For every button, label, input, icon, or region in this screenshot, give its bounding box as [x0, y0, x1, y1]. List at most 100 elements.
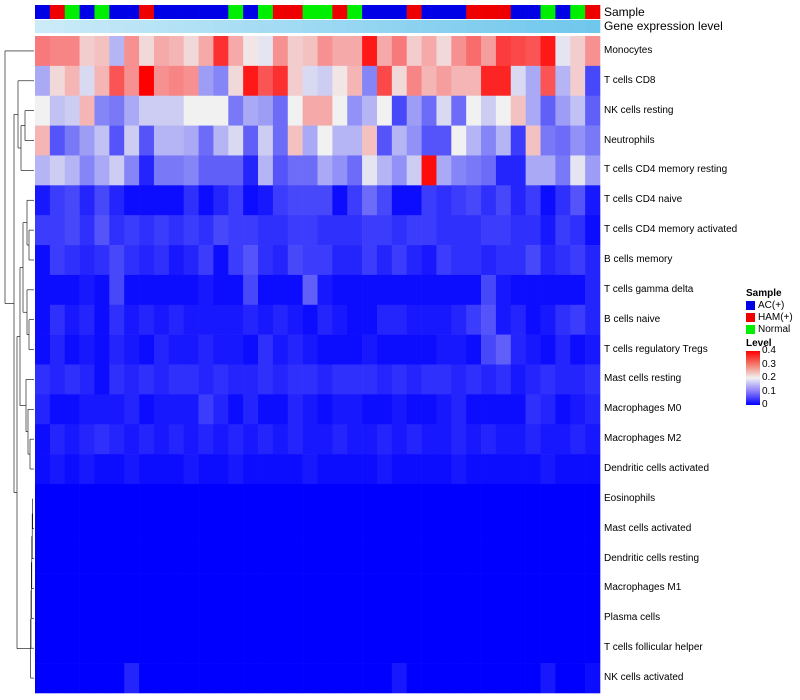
heatmap-cell: [466, 543, 482, 574]
heatmap-cell: [510, 155, 526, 186]
heatmap-cell: [317, 603, 333, 634]
heatmap-cell: [347, 633, 363, 664]
heatmap-cell: [258, 215, 274, 246]
heatmap-cell: [510, 304, 526, 335]
heatmap-cell: [49, 36, 66, 67]
heatmap-cell: [168, 513, 184, 544]
heatmap-cell: [466, 603, 482, 634]
heatmap-cell: [213, 95, 229, 126]
sample-anno-cell: [153, 5, 170, 19]
heatmap-cell: [124, 155, 140, 186]
heatmap-cell: [525, 185, 541, 216]
heatmap-cell: [555, 424, 571, 455]
sample-anno-cell: [168, 5, 184, 19]
heatmap-cell: [406, 36, 422, 67]
sample-anno-cell: [347, 5, 363, 19]
sample-anno-cell: [495, 5, 512, 19]
heatmap-cell: [213, 185, 229, 216]
heatmap-cell: [49, 185, 66, 216]
heatmap-cell: [94, 364, 110, 395]
heatmap-cell: [510, 633, 526, 664]
heatmap-cell: [287, 633, 303, 664]
heatmap-cell: [168, 65, 184, 97]
heatmap-cell: [287, 65, 303, 97]
heatmap-cell: [243, 424, 259, 455]
heatmap-cell: [124, 543, 140, 574]
heatmap-cell: [525, 155, 541, 186]
heatmap-cell: [525, 603, 541, 634]
heatmap-cell: [153, 245, 170, 276]
heatmap-cell: [228, 125, 244, 156]
heatmap-cell: [451, 155, 467, 186]
heatmap-cell: [287, 603, 303, 634]
heatmap-cell: [213, 424, 229, 455]
heatmap-cell: [481, 483, 497, 515]
heatmap-cell: [481, 543, 497, 574]
sample-anno-cell: [35, 5, 51, 19]
heatmap-cell: [258, 155, 274, 186]
heatmap-cell: [109, 424, 125, 455]
heatmap-cell: [168, 215, 184, 246]
heatmap-cell: [510, 245, 526, 276]
heatmap-cell: [79, 633, 95, 664]
heatmap-cell: [481, 215, 497, 246]
heatmap-cell: [585, 274, 601, 306]
heatmap-cell: [302, 155, 318, 186]
heatmap-cell: [332, 663, 348, 694]
heatmap-cell: [168, 334, 184, 365]
heatmap-cell: [451, 573, 467, 604]
heatmap-cell: [109, 155, 125, 186]
heatmap-cell: [183, 274, 199, 306]
sample-anno-cell: [228, 5, 244, 19]
heatmap-cell: [183, 364, 199, 395]
heatmap-cell: [421, 424, 437, 455]
expr-anno-cell: [228, 20, 244, 33]
heatmap-cell: [317, 394, 333, 425]
heatmap-cell: [585, 424, 601, 455]
heatmap-cell: [451, 95, 467, 126]
heatmap-cell: [243, 364, 259, 395]
heatmap-cell: [495, 364, 512, 395]
heatmap-cell: [481, 185, 497, 216]
heatmap-cell: [198, 274, 214, 306]
heatmap-cell: [525, 543, 541, 574]
heatmap-cell: [94, 573, 110, 604]
heatmap-cell: [183, 394, 199, 425]
row-label: T cells CD4 memory activated: [604, 224, 738, 236]
heatmap-cell: [287, 483, 303, 515]
heatmap-cell: [317, 125, 333, 156]
heatmap-cell: [79, 364, 95, 395]
heatmap-cell: [64, 185, 80, 216]
heatmap-cell: [421, 274, 437, 306]
heatmap-cell: [243, 513, 259, 544]
heatmap-cell: [332, 603, 348, 634]
heatmap-cell: [376, 125, 393, 156]
heatmap-cell: [525, 334, 541, 365]
sample-anno-cell: [510, 5, 526, 19]
heatmap-cell: [495, 573, 512, 604]
heatmap-cell: [525, 36, 541, 67]
heatmap-cell: [258, 663, 274, 694]
sample-anno-cell: [376, 5, 393, 19]
heatmap-cell: [183, 155, 199, 186]
heatmap-cell: [347, 304, 363, 335]
heatmap-cell: [391, 334, 408, 365]
heatmap-cell: [481, 364, 497, 395]
heatmap-cell: [124, 454, 140, 485]
heatmap-cell: [495, 274, 512, 306]
legend: Sample AC(+) HAM(+) Normal Level 0.4 0.3 0.2…: [746, 288, 800, 418]
heatmap-cell: [362, 364, 378, 395]
heatmap-cell: [481, 663, 497, 694]
heatmap-cell: [347, 364, 363, 395]
heatmap-cell: [540, 304, 556, 335]
heatmap-cell: [287, 424, 303, 455]
heatmap-cell: [79, 394, 95, 425]
heatmap-cell: [585, 573, 601, 604]
expr-anno-cell: [79, 20, 95, 33]
heatmap-cell: [49, 334, 66, 365]
row-label: Dendritic cells activated: [604, 463, 710, 475]
heatmap-cell: [124, 334, 140, 365]
heatmap-cell: [451, 603, 467, 634]
heatmap-cell: [436, 65, 452, 97]
heatmap-cell: [421, 304, 437, 335]
